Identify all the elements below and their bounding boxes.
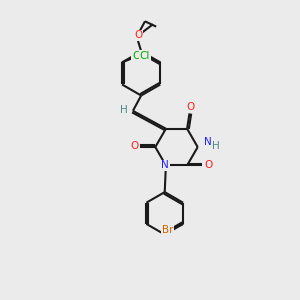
Text: N: N [161,160,169,170]
Text: O: O [130,142,138,152]
Text: O: O [134,31,142,40]
Text: O: O [204,160,212,170]
Text: O: O [186,103,194,112]
Text: Cl: Cl [132,51,142,61]
Text: Br: Br [162,225,173,236]
Text: N: N [204,137,212,147]
Text: H: H [120,105,128,115]
Text: Cl: Cl [140,51,150,61]
Text: H: H [212,142,220,152]
